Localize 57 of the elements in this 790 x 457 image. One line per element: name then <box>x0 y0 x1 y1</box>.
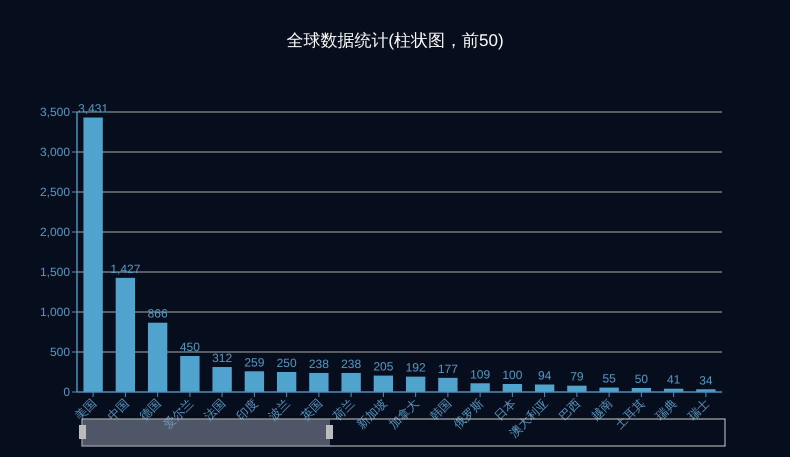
bar <box>664 388 684 392</box>
x-tick-label: 瑞士 <box>685 396 712 424</box>
data-label: 34 <box>699 373 713 388</box>
y-tick-label: 2,000 <box>40 225 70 239</box>
data-label: 238 <box>341 356 362 371</box>
bar <box>309 372 329 392</box>
bar <box>180 356 200 392</box>
data-label: 192 <box>406 360 426 375</box>
data-label: 109 <box>470 367 490 382</box>
y-tick-label: 0 <box>63 385 70 399</box>
bar <box>116 278 136 392</box>
y-tick-label: 2,500 <box>40 185 70 199</box>
bar <box>148 322 168 392</box>
data-label: 205 <box>373 360 394 374</box>
bar <box>567 386 587 392</box>
data-label: 238 <box>308 356 330 371</box>
bar <box>341 372 361 392</box>
bar <box>374 376 394 392</box>
data-label: 50 <box>634 372 648 386</box>
x-tick-label: 英国 <box>298 396 325 424</box>
data-label: 250 <box>276 356 297 370</box>
x-tick-label: 日本 <box>492 396 518 424</box>
x-tick-label: 韩国 <box>427 396 454 424</box>
data-label: 312 <box>212 351 232 366</box>
y-tick-label: 1,000 <box>40 305 70 319</box>
chart-title: 全球数据统计(柱状图，前50) <box>286 31 504 50</box>
bar <box>470 383 490 392</box>
y-tick-label: 1,500 <box>40 265 70 279</box>
data-label: 100 <box>502 368 523 382</box>
bar <box>534 384 554 392</box>
y-tick-label: 3,000 <box>40 145 70 159</box>
data-label: 177 <box>438 362 458 376</box>
x-tick-label: 瑞典 <box>652 396 680 424</box>
data-label: 94 <box>538 368 552 382</box>
data-label: 79 <box>570 370 584 384</box>
data-label: 259 <box>244 355 265 370</box>
x-tick-label: 波兰 <box>266 396 293 424</box>
data-label: 450 <box>180 340 200 354</box>
bar <box>244 371 264 392</box>
bar <box>83 118 103 392</box>
bar <box>276 372 296 392</box>
x-tick-label: 越南 <box>588 396 616 424</box>
bar <box>406 376 426 392</box>
x-tick-label: 德国 <box>136 396 164 424</box>
y-tick-label: 500 <box>50 345 70 359</box>
x-tick-label: 印度 <box>234 396 260 424</box>
data-label: 41 <box>666 372 681 387</box>
bar <box>438 378 458 392</box>
data-label: 55 <box>602 372 616 386</box>
bar <box>502 384 522 392</box>
x-tick-label: 美国 <box>72 396 100 424</box>
x-tick-label: 荷兰 <box>330 396 358 424</box>
bar <box>599 388 619 392</box>
x-tick-label: 中国 <box>104 396 132 424</box>
y-tick-label: 3,500 <box>40 105 70 119</box>
x-tick-label: 法国 <box>201 396 228 424</box>
bar <box>212 367 232 392</box>
